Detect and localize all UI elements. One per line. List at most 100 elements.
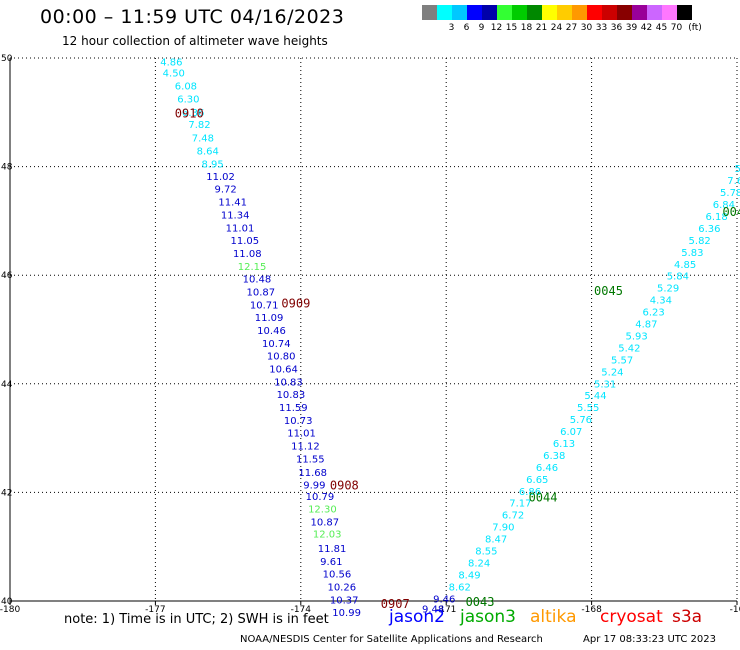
wave-height-label: 12.30 xyxy=(308,505,337,516)
scale-label: 24 xyxy=(550,23,563,33)
scale-label: 9 xyxy=(478,23,485,33)
scale-swatch xyxy=(437,5,452,20)
scale-label: 12 xyxy=(490,23,503,33)
wave-height-label: 5.24 xyxy=(601,367,623,378)
wave-height-label: 11.05 xyxy=(231,236,260,247)
wave-height-label: 10.83 xyxy=(277,390,306,401)
wave-height-label: 11.81 xyxy=(318,544,347,555)
wave-height-label: 6.86 xyxy=(519,487,541,498)
pass-time-label: 0908 xyxy=(330,478,359,492)
wave-height-label: 5.44 xyxy=(584,391,606,402)
wave-height-label: 10.37 xyxy=(330,595,359,606)
satellite-legend-altika: altika xyxy=(530,607,577,627)
tick-label-lat: 42 xyxy=(1,488,12,498)
wave-height-label: 6.13 xyxy=(553,439,575,450)
tick-label-lon: -174 xyxy=(291,605,312,615)
wave-height-label: 5.44 xyxy=(735,164,740,175)
pass-time-label: 0044 xyxy=(529,491,558,505)
wave-height-label: 10.99 xyxy=(332,608,361,619)
wave-height-label: 10.56 xyxy=(323,569,352,580)
wave-height-label: 9.46 xyxy=(433,594,455,605)
wave-height-label: 6.30 xyxy=(177,95,199,106)
scale-label: 45 xyxy=(655,23,668,33)
scale-label: 27 xyxy=(565,23,578,33)
scale-label: 42 xyxy=(640,23,653,33)
wave-height-label: 11.34 xyxy=(221,210,250,221)
wave-height-label: 7.17 xyxy=(509,499,531,510)
scale-swatch xyxy=(572,5,587,20)
wave-height-label: 11.59 xyxy=(279,403,308,414)
wave-height-label: 5.76 xyxy=(570,415,592,426)
scale-label: 15 xyxy=(505,23,518,33)
scale-label: 39 xyxy=(625,23,638,33)
wave-height-label: 9.48 xyxy=(422,605,444,616)
wave-height-label: 11.01 xyxy=(226,223,255,234)
wave-height-label: 5.55 xyxy=(577,403,599,414)
wave-height-label: 12.15 xyxy=(238,262,267,273)
wave-height-label: 6.46 xyxy=(536,463,558,474)
pass-time-label: 0910 xyxy=(175,106,204,120)
wave-height-label: 7.90 xyxy=(492,523,514,534)
wave-height-label: 8.49 xyxy=(458,570,480,581)
wave-height-label: 5.29 xyxy=(657,284,679,295)
scale-swatch xyxy=(467,5,482,20)
wave-height-label: 6.18 xyxy=(705,212,727,223)
scale-swatch xyxy=(557,5,572,20)
wave-height-label: 5.31 xyxy=(594,379,616,390)
wave-height-label: 5.93 xyxy=(626,331,648,342)
scale-swatch xyxy=(497,5,512,20)
wave-height-label: 11.68 xyxy=(298,468,327,479)
wave-height-label: 10.87 xyxy=(310,518,339,529)
scale-swatch xyxy=(422,5,437,20)
wave-height-label: 8.64 xyxy=(197,146,219,157)
wave-height-label: 4.87 xyxy=(635,320,657,331)
wave-height-label: 5.42 xyxy=(618,343,640,354)
wave-height-label: 9.72 xyxy=(215,184,237,195)
tick-label-lat: 46 xyxy=(1,271,13,281)
wave-height-label: 7.62 xyxy=(727,176,740,187)
footer-note: note: 1) Time is in UTC; 2) SWH is in fe… xyxy=(64,612,329,627)
wave-height-label: 11.08 xyxy=(233,249,262,260)
wave-height-label: 6.36 xyxy=(698,224,720,235)
wave-height-label: 8.24 xyxy=(468,558,490,569)
tick-label-lon: -16 xyxy=(730,605,740,615)
page-subtitle: 12 hour collection of altimeter wave hei… xyxy=(62,34,328,48)
scale-label: 36 xyxy=(610,23,623,33)
page-title: 00:00 – 11:59 UTC 04/16/2023 xyxy=(40,6,345,28)
tick-label-lon: -168 xyxy=(581,605,602,615)
wave-height-label: 6.08 xyxy=(175,82,197,93)
wave-height-label: 10.80 xyxy=(267,352,296,363)
pass-time-label: 0043 xyxy=(466,595,495,609)
wave-height-label: 10.26 xyxy=(327,582,356,593)
scale-swatch xyxy=(452,5,467,20)
wave-height-label: 5.57 xyxy=(611,355,633,366)
pass-time-label: 0907 xyxy=(381,597,410,611)
wave-height-label: 6.23 xyxy=(642,308,664,319)
wave-height-label: 11.12 xyxy=(291,442,320,453)
satellite-legend-cryosat: cryosat xyxy=(600,607,663,627)
wave-height-label: 11.01 xyxy=(287,429,316,440)
wave-height-label: 11.02 xyxy=(206,172,235,183)
wave-height-label: 10.71 xyxy=(250,301,279,312)
scale-label: 33 xyxy=(595,23,608,33)
wave-height-label: 10.46 xyxy=(257,326,286,337)
scale-swatch xyxy=(587,5,602,20)
wave-height-label: 6.36 xyxy=(182,108,204,119)
satellite-legend-jason3: jason3 xyxy=(460,607,516,627)
wave-height-label: 6.38 xyxy=(543,451,565,462)
tick-label-lon: -171 xyxy=(436,605,456,615)
wave-height-label: 7.82 xyxy=(188,120,210,131)
scale-label: 21 xyxy=(535,23,548,33)
pass-time-label: 0909 xyxy=(281,296,310,310)
wave-height-label: 10.83 xyxy=(274,378,303,389)
wave-height-label: 11.41 xyxy=(218,197,247,208)
wave-height-label: 4.50 xyxy=(163,69,185,80)
tick-label-lat: 44 xyxy=(1,380,13,390)
scale-label: 30 xyxy=(580,23,593,33)
wave-height-label: 6.65 xyxy=(526,475,548,486)
tick-label-lon: -180 xyxy=(0,605,20,615)
scale-swatch xyxy=(662,5,677,20)
wave-height-label: 10.48 xyxy=(243,274,272,285)
wave-height-label: 12.03 xyxy=(313,530,342,541)
wave-height-label: 6.84 xyxy=(713,200,735,211)
